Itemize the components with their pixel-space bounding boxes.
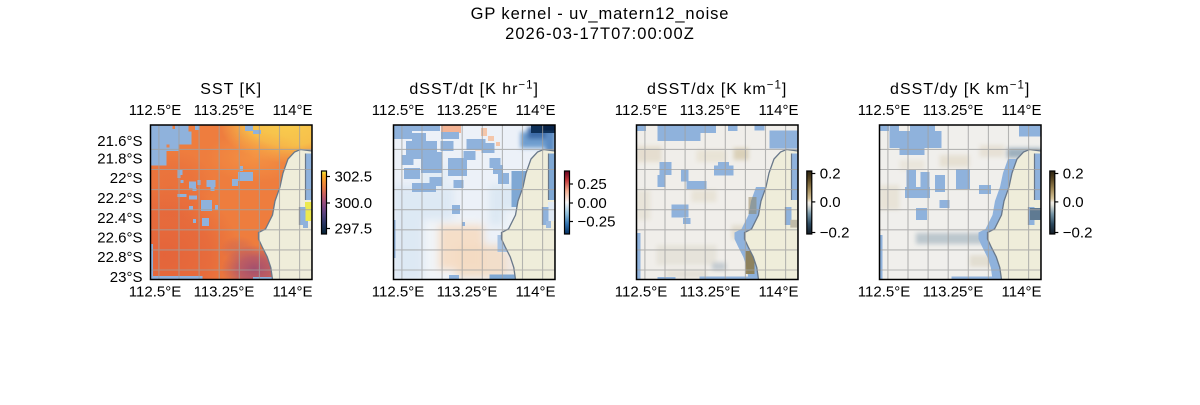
svg-text:21.8°S: 21.8°S bbox=[97, 151, 142, 168]
svg-text:0.0: 0.0 bbox=[1063, 194, 1084, 211]
svg-text:112.5°E: 112.5°E bbox=[858, 102, 910, 119]
svg-text:2026-03-17T07:00:00Z: 2026-03-17T07:00:00Z bbox=[505, 25, 695, 43]
svg-text:113.25°E: 113.25°E bbox=[923, 283, 984, 300]
svg-text:22.6°S: 22.6°S bbox=[97, 230, 142, 247]
svg-text:114°E: 114°E bbox=[1002, 102, 1042, 119]
svg-text:22.4°S: 22.4°S bbox=[97, 210, 142, 227]
svg-text:dSST/dy [K km−1]: dSST/dy [K km−1] bbox=[890, 80, 1030, 99]
svg-text:114°E: 114°E bbox=[1002, 283, 1042, 300]
svg-text:dSST/dx [K km−1]: dSST/dx [K km−1] bbox=[647, 80, 787, 99]
svg-text:21.6°S: 21.6°S bbox=[97, 133, 142, 150]
svg-text:113.25°E: 113.25°E bbox=[680, 102, 741, 119]
svg-text:112.5°E: 112.5°E bbox=[372, 102, 424, 119]
svg-text:22.2°S: 22.2°S bbox=[97, 190, 142, 207]
svg-text:0.25: 0.25 bbox=[578, 176, 607, 193]
svg-text:112.5°E: 112.5°E bbox=[372, 283, 424, 300]
svg-text:302.5: 302.5 bbox=[335, 169, 373, 186]
svg-text:0.2: 0.2 bbox=[1063, 166, 1084, 183]
svg-text:114°E: 114°E bbox=[759, 283, 799, 300]
svg-text:112.5°E: 112.5°E bbox=[858, 283, 910, 300]
svg-text:114°E: 114°E bbox=[273, 102, 313, 119]
svg-text:−0.25: −0.25 bbox=[578, 214, 616, 231]
svg-text:300.0: 300.0 bbox=[335, 195, 373, 212]
svg-text:0.0: 0.0 bbox=[820, 194, 841, 211]
svg-text:dSST/dt [K hr−1]: dSST/dt [K hr−1] bbox=[409, 80, 539, 99]
svg-text:−0.2: −0.2 bbox=[1063, 225, 1093, 242]
svg-text:22°S: 22°S bbox=[110, 170, 143, 187]
svg-text:113.25°E: 113.25°E bbox=[437, 283, 498, 300]
svg-text:113.25°E: 113.25°E bbox=[680, 283, 741, 300]
svg-text:113.25°E: 113.25°E bbox=[194, 102, 255, 119]
svg-text:297.5: 297.5 bbox=[335, 221, 373, 238]
svg-text:0.00: 0.00 bbox=[578, 195, 607, 212]
svg-text:112.5°E: 112.5°E bbox=[129, 102, 181, 119]
svg-text:113.25°E: 113.25°E bbox=[194, 283, 255, 300]
svg-text:113.25°E: 113.25°E bbox=[923, 102, 984, 119]
svg-text:114°E: 114°E bbox=[516, 283, 556, 300]
svg-text:113.25°E: 113.25°E bbox=[437, 102, 498, 119]
svg-text:SST [K]: SST [K] bbox=[200, 81, 262, 98]
svg-text:0.2: 0.2 bbox=[820, 166, 841, 183]
svg-text:112.5°E: 112.5°E bbox=[615, 102, 667, 119]
svg-text:GP kernel - uv_matern12_noise: GP kernel - uv_matern12_noise bbox=[471, 5, 730, 23]
svg-text:22.8°S: 22.8°S bbox=[97, 249, 142, 266]
svg-text:114°E: 114°E bbox=[273, 283, 313, 300]
svg-text:112.5°E: 112.5°E bbox=[615, 283, 667, 300]
svg-text:−0.2: −0.2 bbox=[820, 225, 850, 242]
svg-text:114°E: 114°E bbox=[759, 102, 799, 119]
svg-text:23°S: 23°S bbox=[110, 269, 143, 286]
svg-text:112.5°E: 112.5°E bbox=[129, 283, 181, 300]
svg-text:114°E: 114°E bbox=[516, 102, 556, 119]
